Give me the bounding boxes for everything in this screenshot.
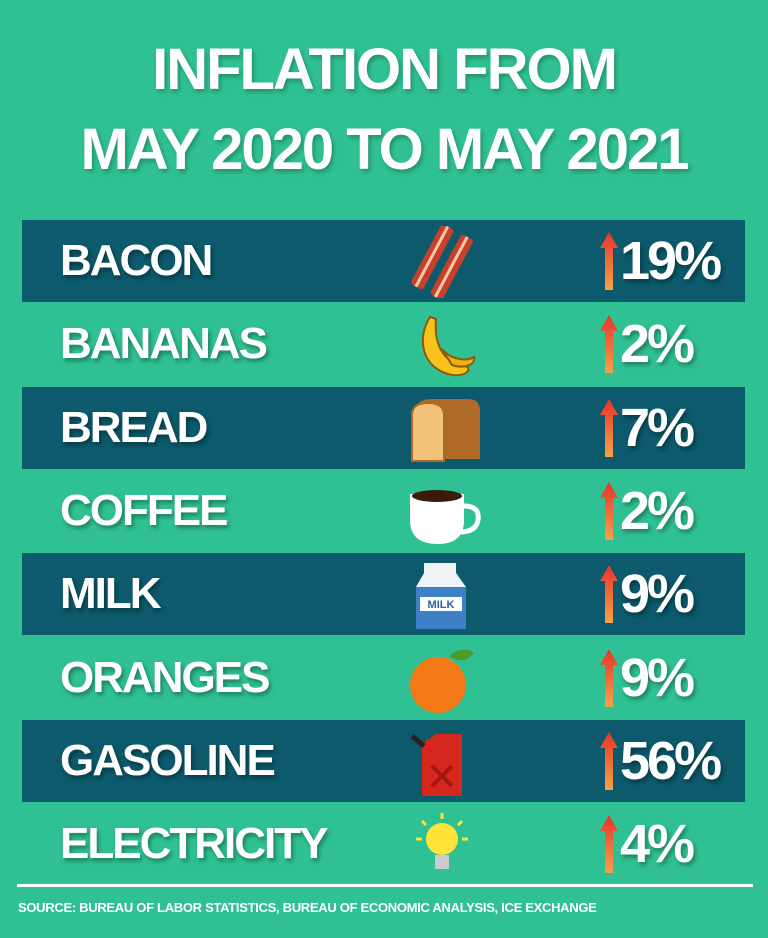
arrow-up-icon <box>600 481 618 540</box>
table-row: COFFEE 2% <box>22 470 745 552</box>
bacon-icon <box>411 226 473 298</box>
arrow-up-icon <box>600 232 618 290</box>
arrow-up-icon <box>600 398 618 457</box>
table-row: BACON 19% <box>22 220 745 302</box>
arrow-up-icon <box>600 648 618 707</box>
table-row: BANANAS 2% <box>22 303 745 385</box>
item-label: ORANGES <box>60 652 270 702</box>
table-row: ORANGES 9% <box>22 637 745 719</box>
item-label: BACON <box>60 236 213 285</box>
percent-change: 7% <box>620 397 695 458</box>
percent-change: 4% <box>620 814 695 875</box>
percent-change: 56% <box>620 730 722 791</box>
change-value: 56% <box>600 728 722 794</box>
change-value: 9% <box>600 645 695 711</box>
coffee-cup-icon <box>410 489 481 544</box>
change-value: 4% <box>600 811 695 877</box>
bread-icon <box>411 398 480 462</box>
arrow-up-icon <box>600 315 618 374</box>
title-line-1: INFLATION FROM <box>152 37 618 102</box>
table-row: GASOLINE 56% <box>22 719 745 802</box>
table-row: BREAD 7% <box>22 386 745 469</box>
milk-carton-icon: MILK <box>416 563 466 630</box>
table-row: ELECTRICITY 4% <box>22 803 745 885</box>
orange-icon <box>410 648 474 713</box>
percent-change: 9% <box>620 564 695 625</box>
change-value: 19% <box>600 228 722 294</box>
percent-change: 19% <box>620 231 722 291</box>
title-line-2: MAY 2020 TO MAY 2021 <box>80 117 689 182</box>
item-label: MILK <box>60 569 162 619</box>
percent-change: 9% <box>620 647 695 708</box>
item-label: BREAD <box>60 402 208 452</box>
gas-can-icon <box>410 733 462 796</box>
item-label: GASOLINE <box>60 735 276 785</box>
percent-change: 2% <box>620 314 695 375</box>
change-value: 2% <box>600 478 695 544</box>
arrow-up-icon <box>600 565 618 624</box>
table-row: MILK MILK 9% <box>22 553 745 636</box>
arrow-up-icon <box>600 731 618 790</box>
item-label: COFFEE <box>60 485 228 535</box>
source-note: SOURCE: BUREAU OF LABOR STATISTICS, BURE… <box>18 900 597 915</box>
change-value: 2% <box>600 311 695 377</box>
banana-icon <box>421 316 476 377</box>
item-label: BANANAS <box>60 319 268 369</box>
change-value: 7% <box>600 395 695 461</box>
item-label: ELECTRICITY <box>60 819 328 869</box>
divider <box>17 884 753 887</box>
arrow-up-icon <box>600 815 618 874</box>
light-bulb-icon <box>416 813 468 870</box>
percent-change: 2% <box>620 480 695 541</box>
change-value: 9% <box>600 561 695 627</box>
svg-text:MILK: MILK <box>428 599 455 611</box>
